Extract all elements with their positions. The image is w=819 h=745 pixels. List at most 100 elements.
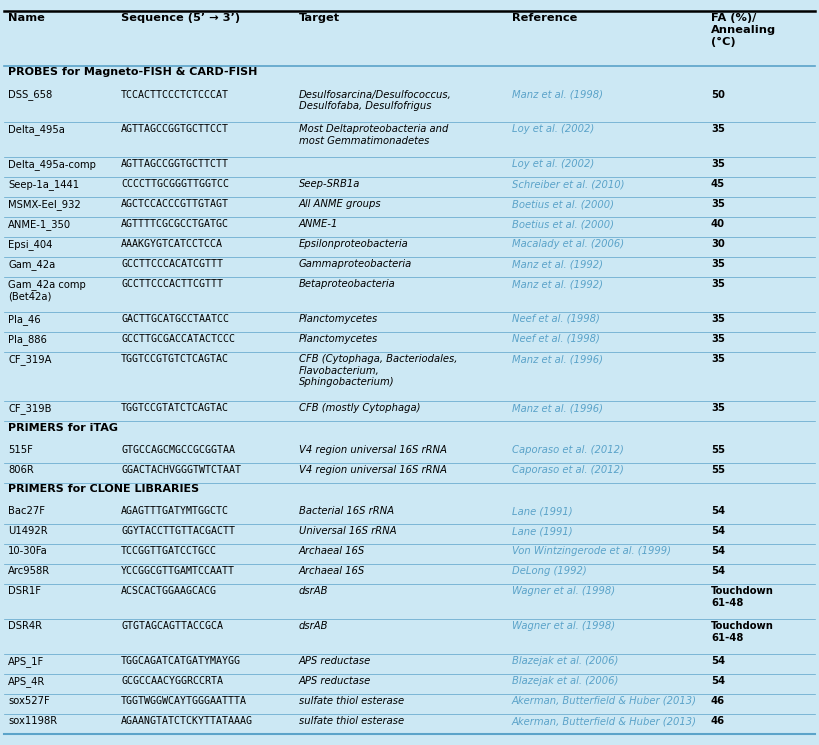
Text: AGCTCCACCCGTTGTAGT: AGCTCCACCCGTTGTAGT [121, 199, 229, 209]
Text: 35: 35 [711, 259, 725, 269]
Text: sulfate thiol esterase: sulfate thiol esterase [299, 716, 404, 726]
Text: 54: 54 [711, 566, 725, 577]
Text: Blazejak et al. (2006): Blazejak et al. (2006) [512, 656, 618, 666]
Text: ANME-1_350: ANME-1_350 [8, 219, 71, 230]
Text: Planctomycetes: Planctomycetes [299, 314, 378, 324]
Text: PRIMERS for CLONE LIBRARIES: PRIMERS for CLONE LIBRARIES [8, 484, 199, 494]
Text: Akerman, Butterfield & Huber (2013): Akerman, Butterfield & Huber (2013) [512, 716, 697, 726]
Text: AGTTTTCGCGCCTGATGC: AGTTTTCGCGCCTGATGC [121, 219, 229, 229]
Text: 54: 54 [711, 507, 725, 516]
Text: 35: 35 [711, 334, 725, 344]
Text: 35: 35 [711, 159, 725, 169]
Text: Desulfosarcina/Desulfococcus,
Desulfofaba, Desulfofrigus: Desulfosarcina/Desulfococcus, Desulfofab… [299, 89, 452, 111]
Text: DSS_658: DSS_658 [8, 89, 52, 101]
Text: Reference: Reference [512, 13, 577, 23]
Text: Manz et al. (1992): Manz et al. (1992) [512, 259, 603, 269]
Text: Planctomycetes: Planctomycetes [299, 334, 378, 344]
Text: Arc958R: Arc958R [8, 566, 50, 577]
Text: GACTTGCATGCCTAATCC: GACTTGCATGCCTAATCC [121, 314, 229, 324]
Text: Gammaproteobacteria: Gammaproteobacteria [299, 259, 412, 269]
Text: Manz et al. (1998): Manz et al. (1998) [512, 89, 603, 100]
Text: APS reductase: APS reductase [299, 656, 371, 666]
Text: Boetius et al. (2000): Boetius et al. (2000) [512, 199, 614, 209]
Text: DSR4R: DSR4R [8, 621, 43, 631]
Text: 40: 40 [711, 219, 725, 229]
Text: 50: 50 [711, 89, 725, 100]
Text: Target: Target [299, 13, 340, 23]
Text: TGGTCCGTGTCTCAGTAC: TGGTCCGTGTCTCAGTAC [121, 354, 229, 364]
Text: 515F: 515F [8, 445, 33, 455]
Text: DSR1F: DSR1F [8, 586, 41, 597]
Text: PRIMERS for iTAG: PRIMERS for iTAG [8, 422, 118, 433]
Text: 54: 54 [711, 656, 725, 666]
Text: dsrAB: dsrAB [299, 586, 328, 597]
Text: Touchdown
61-48: Touchdown 61-48 [711, 621, 774, 643]
Text: Schreiber et al. (2010): Schreiber et al. (2010) [512, 179, 624, 189]
Text: GCCTTGCGACCATACTCCC: GCCTTGCGACCATACTCCC [121, 334, 235, 344]
Text: 35: 35 [711, 199, 725, 209]
Text: Caporaso et al. (2012): Caporaso et al. (2012) [512, 445, 624, 455]
Text: V4 region universal 16S rRNA: V4 region universal 16S rRNA [299, 465, 447, 475]
Text: 54: 54 [711, 676, 725, 686]
Text: 35: 35 [711, 354, 725, 364]
Text: Neef et al. (1998): Neef et al. (1998) [512, 314, 600, 324]
Text: Archaeal 16S: Archaeal 16S [299, 546, 365, 557]
Text: GCCTTCCCACATCGTTT: GCCTTCCCACATCGTTT [121, 259, 224, 269]
Text: YCCGGCGTTGAMTCCAATT: YCCGGCGTTGAMTCCAATT [121, 566, 235, 577]
Text: PROBES for Magneto-FISH & CARD-FISH: PROBES for Magneto-FISH & CARD-FISH [8, 68, 257, 77]
Text: CFB (mostly Cytophaga): CFB (mostly Cytophaga) [299, 404, 420, 413]
Text: 806R: 806R [8, 465, 34, 475]
Text: 35: 35 [711, 279, 725, 289]
Text: Archaeal 16S: Archaeal 16S [299, 566, 365, 577]
Text: Universal 16S rRNA: Universal 16S rRNA [299, 527, 396, 536]
Text: GTGTAGCAGTTACCGCA: GTGTAGCAGTTACCGCA [121, 621, 224, 631]
Text: Neef et al. (1998): Neef et al. (1998) [512, 334, 600, 344]
Text: Epsilonproteobacteria: Epsilonproteobacteria [299, 239, 409, 249]
Text: Seep-1a_1441: Seep-1a_1441 [8, 179, 79, 190]
Text: Wagner et al. (1998): Wagner et al. (1998) [512, 586, 615, 597]
Text: Bac27F: Bac27F [8, 507, 45, 516]
Text: APS_4R: APS_4R [8, 676, 45, 687]
Text: All ANME groups: All ANME groups [299, 199, 382, 209]
Text: Blazejak et al. (2006): Blazejak et al. (2006) [512, 676, 618, 686]
Text: FA (%)/
Annealing
(°C): FA (%)/ Annealing (°C) [711, 13, 776, 47]
Text: ACSCACTGGAAGCACG: ACSCACTGGAAGCACG [121, 586, 217, 597]
Text: Gam_42a: Gam_42a [8, 259, 56, 270]
Text: MSMX-Eel_932: MSMX-Eel_932 [8, 199, 81, 210]
Text: Seep-SRB1a: Seep-SRB1a [299, 179, 360, 189]
Text: Manz et al. (1992): Manz et al. (1992) [512, 279, 603, 289]
Text: APS reductase: APS reductase [299, 676, 371, 686]
Text: TGGTWGGWCAYTGGGAATTTA: TGGTWGGWCAYTGGGAATTTA [121, 696, 247, 706]
Text: Boetius et al. (2000): Boetius et al. (2000) [512, 219, 614, 229]
Text: 35: 35 [711, 314, 725, 324]
Text: Betaproteobacteria: Betaproteobacteria [299, 279, 396, 289]
Text: dsrAB: dsrAB [299, 621, 328, 631]
Text: Most Deltaproteobacteria and
most Gemmatimonadetes: Most Deltaproteobacteria and most Gemmat… [299, 124, 448, 146]
Text: AAAKGYGTCATCCTCCA: AAAKGYGTCATCCTCCA [121, 239, 224, 249]
Text: AGAGTTTGATYMTGGCTC: AGAGTTTGATYMTGGCTC [121, 507, 229, 516]
Text: sulfate thiol esterase: sulfate thiol esterase [299, 696, 404, 706]
Text: ANME-1: ANME-1 [299, 219, 338, 229]
Text: Sequence (5’ → 3’): Sequence (5’ → 3’) [121, 13, 240, 23]
Text: CF_319B: CF_319B [8, 404, 52, 414]
Text: Manz et al. (1996): Manz et al. (1996) [512, 354, 603, 364]
Text: 35: 35 [711, 404, 725, 413]
Text: GTGCCAGCMGCCGCGGTAA: GTGCCAGCMGCCGCGGTAA [121, 445, 235, 455]
Text: AGTTAGCCGGTGCTTCCT: AGTTAGCCGGTGCTTCCT [121, 124, 229, 134]
Text: CFB (Cytophaga, Bacteriodales,
Flavobacterium,
Sphingobacterium): CFB (Cytophaga, Bacteriodales, Flavobact… [299, 354, 457, 387]
Text: CF_319A: CF_319A [8, 354, 52, 365]
Text: Lane (1991): Lane (1991) [512, 507, 572, 516]
Text: TCCGGTTGATCCTGCC: TCCGGTTGATCCTGCC [121, 546, 217, 557]
Text: 10-30Fa: 10-30Fa [8, 546, 48, 557]
Text: TGGCAGATCATGATYMAYGG: TGGCAGATCATGATYMAYGG [121, 656, 242, 666]
Text: Caporaso et al. (2012): Caporaso et al. (2012) [512, 465, 624, 475]
Text: 55: 55 [711, 445, 725, 455]
Text: DeLong (1992): DeLong (1992) [512, 566, 586, 577]
Text: 35: 35 [711, 124, 725, 134]
Text: Delta_495a-comp: Delta_495a-comp [8, 159, 96, 170]
Text: 55: 55 [711, 465, 725, 475]
Text: Loy et al. (2002): Loy et al. (2002) [512, 124, 594, 134]
Text: Name: Name [8, 13, 45, 23]
Text: GCCTTCCCACTTCGTTT: GCCTTCCCACTTCGTTT [121, 279, 224, 289]
Text: Gam_42a comp
(Bet42a): Gam_42a comp (Bet42a) [8, 279, 86, 302]
